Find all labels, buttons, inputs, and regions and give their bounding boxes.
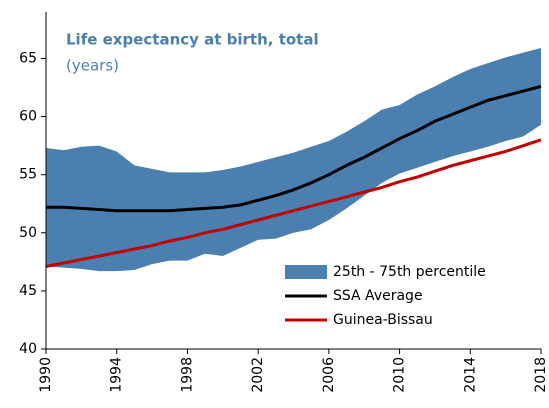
x-tick-label: 1990 <box>38 357 54 393</box>
chart-subtitle: (years) <box>66 57 119 75</box>
x-tick-label: 2018 <box>533 357 549 393</box>
series-line <box>46 84 542 213</box>
legend-label: 25th - 75th percentile <box>333 264 486 280</box>
y-tick-label: 55 <box>19 167 37 183</box>
x-tick-label: 2010 <box>392 357 408 393</box>
x-tick-label: 1998 <box>179 357 195 393</box>
y-tick-label: 60 <box>19 109 37 125</box>
x-tick-label: 2002 <box>250 357 266 393</box>
y-tick-label: 65 <box>19 50 37 66</box>
series-line <box>45 138 542 268</box>
x-tick-label: 1994 <box>109 357 125 393</box>
legend-label: Guinea-Bissau <box>333 312 433 328</box>
x-tick-label: 2014 <box>462 357 478 393</box>
y-tick-label: 40 <box>19 341 37 357</box>
y-tick-label: 50 <box>19 225 37 241</box>
x-tick-label: 2006 <box>321 357 337 393</box>
percentile-band <box>46 48 541 272</box>
legend-label: SSA Average <box>333 288 423 304</box>
chart-title: Life expectancy at birth, total <box>66 31 319 49</box>
legend-swatch <box>285 265 327 279</box>
y-tick-label: 45 <box>19 283 37 299</box>
